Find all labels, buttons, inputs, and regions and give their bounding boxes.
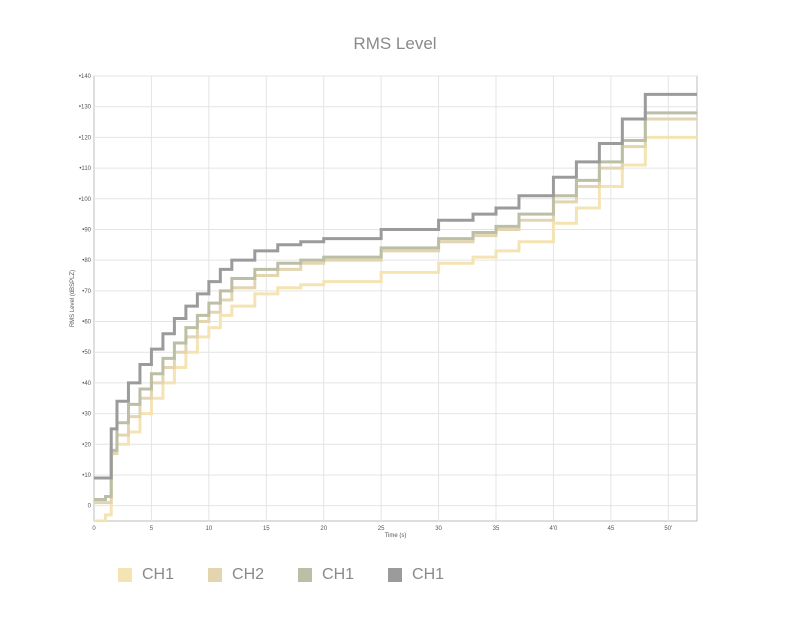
y-tick-label: •60 xyxy=(82,320,91,326)
y-tick-label: •120 xyxy=(79,135,92,141)
x-tick-label: 0 xyxy=(92,526,96,532)
x-tick-label: 15 xyxy=(263,526,270,532)
series-line-4 xyxy=(94,92,697,480)
y-tick-label: •10 xyxy=(82,473,91,479)
y-tick-label: •80 xyxy=(82,258,91,264)
x-tick-label: 10 xyxy=(206,526,213,532)
legend-swatch xyxy=(208,568,223,582)
x-axis-label: Time (s) xyxy=(385,533,407,539)
x-tick-label: 45 xyxy=(608,526,615,532)
y-tick-label: •130 xyxy=(79,105,92,111)
y-tick-label: •70 xyxy=(82,289,91,295)
legend-label: CH1 xyxy=(322,566,355,583)
x-tick-label: 30 xyxy=(435,526,442,532)
y-tick-label: •30 xyxy=(82,412,91,418)
x-tick-label: 20 xyxy=(320,526,327,532)
y-tick-label: •100 xyxy=(79,197,92,203)
x-tick-label: 25 xyxy=(378,526,385,532)
legend-item-1: CH1 xyxy=(118,566,174,584)
legend-item-2: CH2 xyxy=(208,566,264,584)
y-tick-label: •140 xyxy=(79,74,92,80)
y-tick-label: •40 xyxy=(82,381,91,387)
legend: CH1 CH2 CH1 CH1 xyxy=(118,566,478,584)
x-tick-label: 5 xyxy=(150,526,154,532)
legend-item-4: CH1 xyxy=(388,566,444,584)
y-tick-label: •90 xyxy=(82,227,91,233)
x-tick-label: 35 xyxy=(493,526,500,532)
legend-label: CH1 xyxy=(142,566,175,583)
y-tick-label: 0 xyxy=(88,504,92,510)
legend-label: CH2 xyxy=(232,566,265,583)
legend-swatch xyxy=(298,568,313,582)
legend-label: CH1 xyxy=(412,566,445,583)
y-axis-label: RMS Level (dBSPLZ) xyxy=(70,270,76,327)
legend-swatch xyxy=(118,568,132,582)
y-tick-label: •110 xyxy=(79,166,91,172)
series-line-1 xyxy=(94,135,697,521)
chart-title: RMS Level xyxy=(353,34,437,53)
legend-swatch xyxy=(388,568,403,582)
legend-item-3: CH1 xyxy=(298,566,354,584)
series-line-3 xyxy=(94,111,697,502)
x-tick-label: 4'0 xyxy=(550,526,558,532)
y-tick-label: •50 xyxy=(82,350,91,356)
x-tick-label: 50' xyxy=(664,526,672,532)
y-tick-label: •20 xyxy=(82,442,91,448)
